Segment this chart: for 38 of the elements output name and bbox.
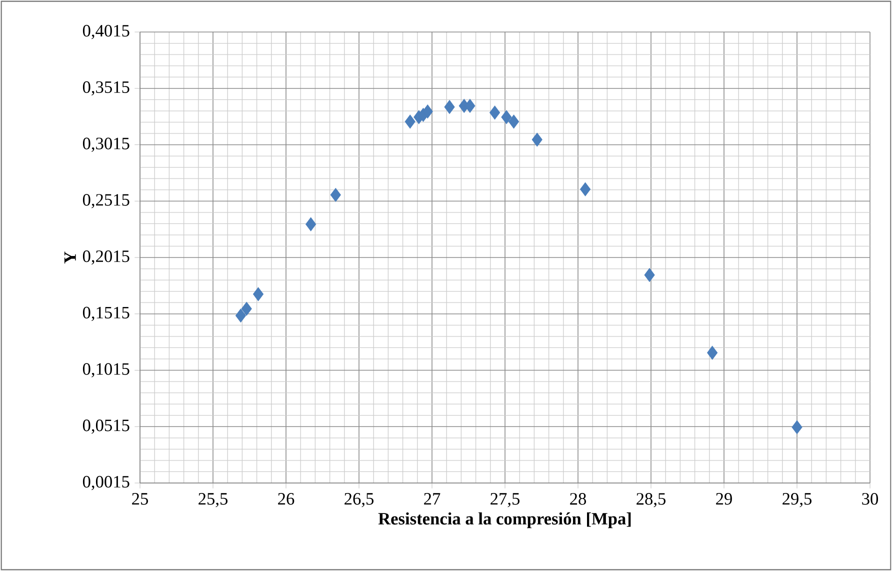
- point: [444, 100, 455, 114]
- y-tick-label: 0,1515: [82, 306, 130, 321]
- point: [580, 182, 591, 196]
- point: [490, 106, 500, 120]
- point: [644, 268, 655, 282]
- y-tick-label: 0,2515: [82, 194, 130, 208]
- point: [330, 188, 341, 202]
- y-tick-label: 0,2015: [82, 250, 130, 265]
- x-tick-label: 28,5: [636, 493, 666, 508]
- x-tick-label: 30: [862, 493, 878, 505]
- x-tick-label: 25: [132, 493, 148, 505]
- x-tick-label: 26: [278, 493, 294, 505]
- y-tick-label: 0,0515: [82, 420, 130, 434]
- x-tick-label: 29,5: [782, 493, 812, 508]
- y-tick-label: 0,3515: [82, 81, 130, 96]
- point: [508, 114, 520, 129]
- y-tick-label: 0,1015: [82, 363, 130, 378]
- x-tick-label: 27,5: [490, 493, 520, 508]
- point: [707, 346, 718, 360]
- x-tick-label: 29: [716, 493, 732, 505]
- point: [404, 114, 416, 129]
- y-tick-label: 0,3015: [82, 138, 130, 152]
- x-axis-title: Resistencia a la compresión [Mpa]: [378, 512, 631, 528]
- y-tick-label: 0,0015: [82, 476, 130, 490]
- point: [532, 132, 542, 147]
- x-tick-label: 26,5: [344, 493, 374, 508]
- point: [235, 308, 246, 323]
- x-tick-label: 27: [424, 493, 440, 505]
- y-axis-title: Y: [64, 252, 76, 264]
- point: [792, 420, 802, 434]
- point: [501, 110, 512, 124]
- point: [422, 104, 433, 118]
- x-tick-label: 25,5: [198, 493, 228, 508]
- point: [241, 302, 252, 316]
- point: [252, 287, 264, 302]
- x-tick-label: 28: [570, 493, 586, 505]
- point: [306, 217, 316, 232]
- y-tick-label: 0,4015: [82, 24, 130, 40]
